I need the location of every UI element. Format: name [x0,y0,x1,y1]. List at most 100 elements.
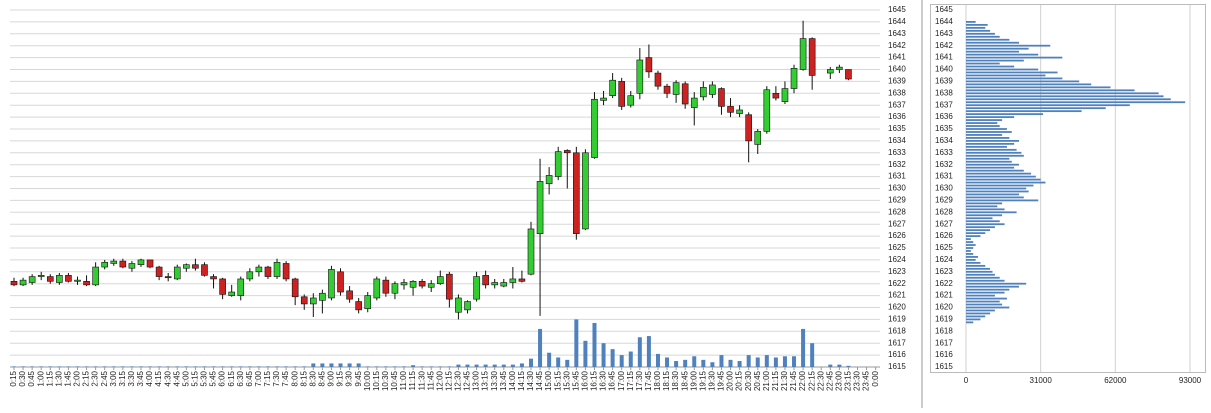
candle-body [92,266,99,286]
candle-body [845,69,852,80]
y-tick-label: 1617 [888,338,906,347]
profile-bar [966,259,976,261]
volume-bar [93,366,98,367]
y-tick-label: 1627 [888,219,906,228]
x-tick-label: 22:00 [798,370,807,391]
volume-bar [57,366,62,367]
x-tick-label: 22:45 [825,370,834,391]
candle-body [137,259,145,265]
candle-body [727,106,734,113]
x-tick-label: 16:45 [608,370,617,391]
y-tick-label: 1615 [888,362,906,371]
volume-bar [528,358,533,367]
candle-body [192,264,199,269]
y-tick-label: 1641 [888,53,906,62]
profile-bar [966,104,1130,107]
volume-bar [129,366,134,367]
x-tick-label: 16:00 [581,370,590,391]
profile-bar [966,26,986,29]
profile-bar [966,145,1007,148]
candle-body [772,93,780,99]
y-tick-label: 1639 [935,77,953,86]
x-tick-label: 12:15 [444,370,453,391]
candle-body [128,263,136,269]
x-tick-label: 2:30 [91,370,100,386]
y-tick-label: 1624 [935,255,953,264]
candle-body [110,260,118,264]
x-tick-label: 3:30 [127,370,136,386]
volume-bar [420,366,425,367]
volume-bar [465,364,470,367]
candle-body [237,278,245,296]
candle-body [763,89,771,132]
volume-bar [347,363,352,367]
volume-bar [211,366,216,367]
candle-body [273,261,281,277]
candle-body [310,297,317,305]
candle-body [745,114,752,142]
profile-bar [966,68,1039,71]
volume-bar [574,319,579,367]
profile-bar [966,273,995,276]
x-tick-label: 13:15 [481,370,490,391]
volume-bar [583,340,588,367]
x-tick-label: 9:15 [336,370,345,386]
y-tick-label: 1632 [935,160,953,169]
y-tick-label: 1621 [888,291,906,300]
candle-body [690,97,698,108]
volume-bar [184,366,189,367]
candle-body [446,273,453,300]
x-tick-label: 31000 [1030,376,1053,385]
profile-bar [966,196,1024,199]
profile-bar [966,181,1046,184]
y-tick-label: 1625 [888,243,906,252]
volume-bar [220,366,225,367]
candle-body [609,79,616,96]
candle-body [37,275,45,277]
candle-body [246,271,254,280]
volume-bar [556,357,561,367]
candle-body [400,282,408,286]
profile-bar [966,241,974,243]
profile-bar [966,77,1063,80]
x-tick-label: 17:45 [644,370,653,391]
candle-body [219,278,226,295]
volume-bar [120,366,125,367]
candle-body [582,152,589,230]
x-tick-label: 8:30 [308,370,317,386]
volume-bar [202,366,207,367]
y-tick-label: 1626 [935,231,953,240]
x-tick-label: 23:15 [844,370,853,391]
x-tick-label: 17:15 [626,370,635,391]
candle-body [736,109,743,114]
volume-bar [637,337,642,367]
profile-bar [966,315,986,318]
candle-body [228,291,235,296]
candle-body [627,95,635,106]
y-tick-label: 1638 [935,88,953,97]
y-tick-label: 1618 [888,326,906,335]
x-tick-label: 21:00 [762,370,771,391]
candle-body [509,278,517,283]
volume-bar [275,366,280,367]
x-tick-label: 11:30 [417,370,426,390]
profile-bar [966,148,1017,151]
profile-frame [930,4,1206,373]
candle-body [355,301,362,311]
volume-bar [365,366,370,367]
y-tick-label: 1642 [888,41,906,50]
volume-bar [683,359,688,367]
y-tick-label: 1622 [888,279,906,288]
x-tick-label: 13:30 [490,370,499,391]
candle-body [409,281,417,288]
y-tick-label: 1619 [935,315,953,324]
candle-body [600,97,607,101]
candle-body [146,259,154,268]
profile-bar [966,199,1039,202]
candle-body [155,266,163,277]
y-tick-label: 1619 [888,315,906,324]
candle-body [19,279,27,286]
y-tick-label: 1626 [888,231,906,240]
x-tick-label: 6:00 [218,370,227,386]
profile-bar [966,62,1000,65]
